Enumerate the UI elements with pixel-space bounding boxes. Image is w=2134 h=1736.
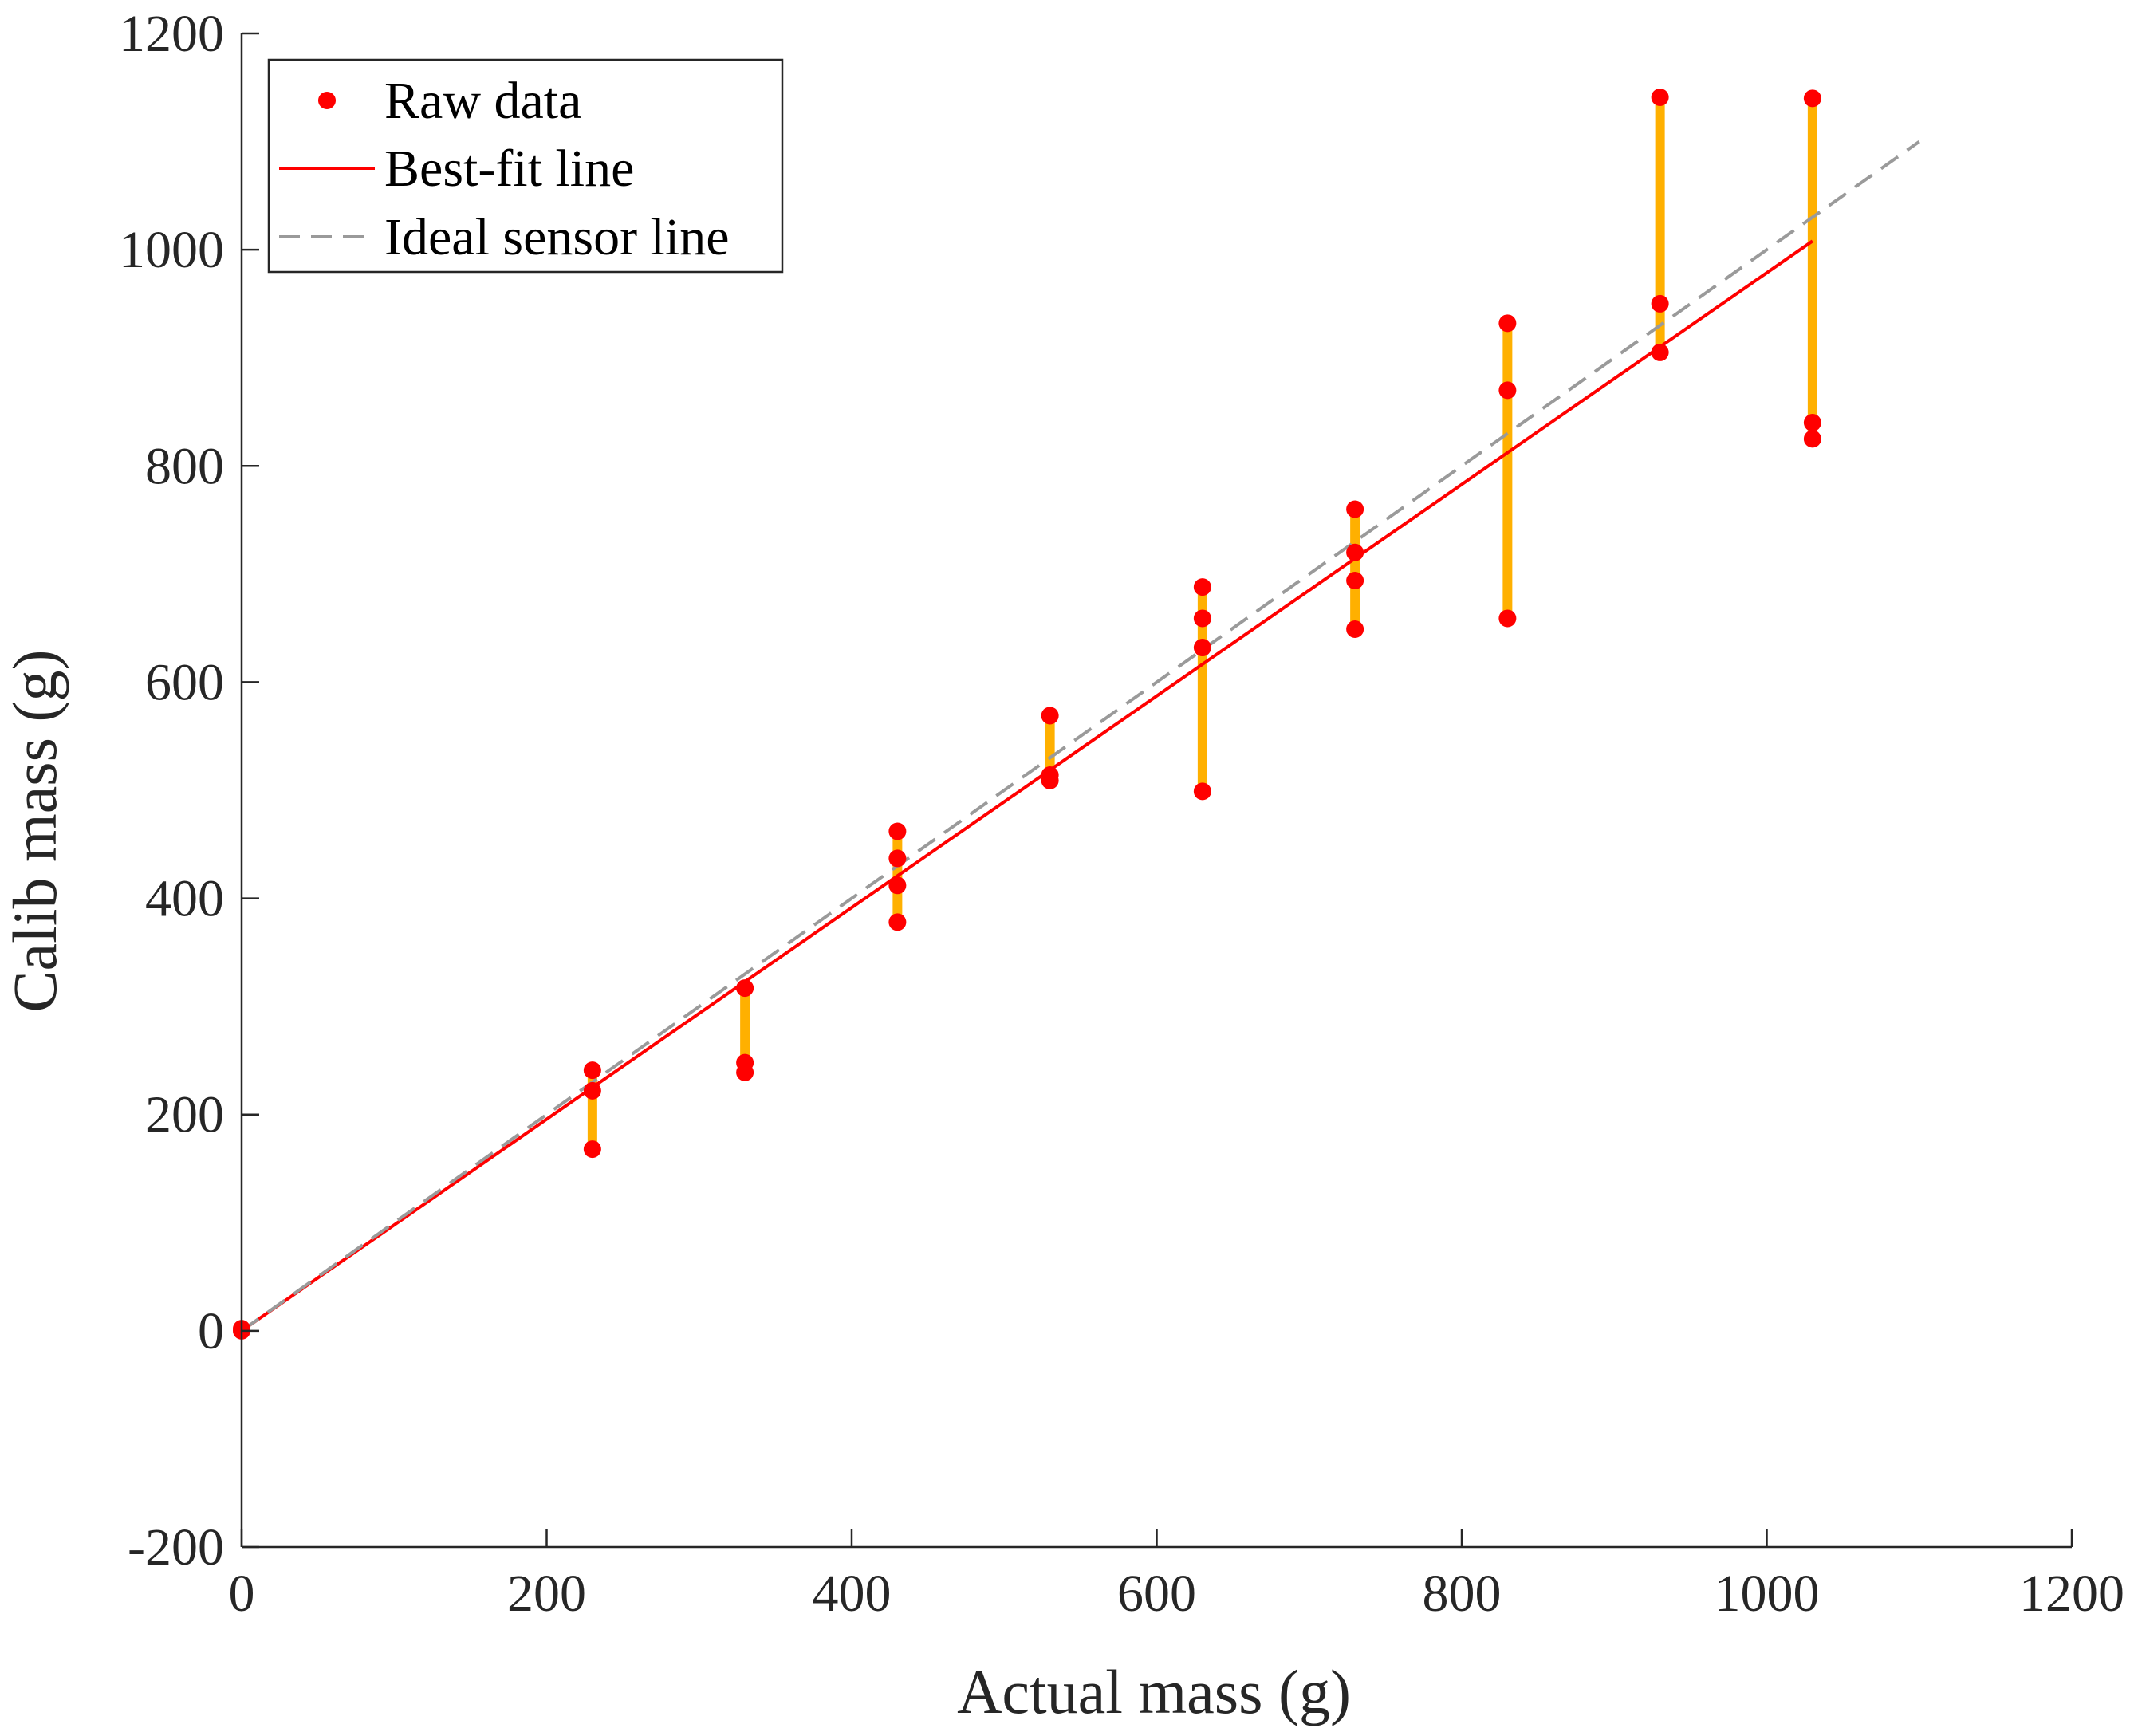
raw-data-point (736, 1063, 754, 1081)
legend-marker-raw-data (318, 92, 336, 109)
raw-data-point (1803, 414, 1821, 432)
raw-data-point (1498, 609, 1517, 628)
y-tick-label: 400 (145, 870, 224, 928)
y-tick-label: 1200 (119, 5, 224, 63)
x-tick-label: 200 (507, 1565, 586, 1623)
y-axis-label: Calib mass (g) (0, 650, 69, 1013)
raw-data-point (583, 1081, 601, 1100)
best-fit-line (240, 239, 1814, 1333)
y-tick-label: 1000 (119, 221, 224, 279)
y-tick-label: 800 (145, 437, 224, 495)
x-tick-label: 1200 (2019, 1565, 2124, 1623)
x-tick-label: 0 (229, 1565, 255, 1623)
raw-data-point (1651, 343, 1669, 361)
raw-data-point (1803, 430, 1821, 448)
raw-data-point (1346, 571, 1364, 589)
x-tick-label: 800 (1423, 1565, 1502, 1623)
y-tick-label: 600 (145, 653, 224, 711)
x-tick-label: 600 (1117, 1565, 1196, 1623)
raw-data-point (1193, 609, 1211, 628)
raw-data-point (888, 876, 907, 895)
y-tick-label: 200 (145, 1086, 224, 1144)
raw-data-point (1041, 771, 1059, 789)
legend-label-raw-data: Raw data (384, 72, 581, 130)
x-tick-label: 1000 (1715, 1565, 1820, 1623)
raw-data-point (583, 1140, 601, 1159)
ideal-sensor-line (240, 140, 1920, 1333)
raw-data-point (736, 979, 754, 998)
x-tick-label: 400 (813, 1565, 892, 1623)
legend: Raw data Best-fit line Ideal sensor line (267, 58, 784, 274)
raw-data-point (1193, 639, 1211, 657)
raw-data-point (1346, 543, 1364, 561)
raw-data-point (888, 822, 907, 840)
raw-data-point (1346, 500, 1364, 518)
legend-label-best-fit: Best-fit line (384, 140, 634, 198)
fit-lines (240, 140, 1920, 1333)
raw-data-point (1651, 88, 1669, 106)
legend-label-ideal-line: Ideal sensor line (384, 208, 730, 266)
axes: 0 200 400 600 800 1000 1200-200020040060080010… (119, 5, 2124, 1623)
raw-data-point (1651, 294, 1669, 313)
raw-data-point (888, 849, 907, 868)
raw-data-point (1498, 381, 1517, 400)
raw-data-point (1346, 620, 1364, 638)
raw-data-point (1498, 314, 1517, 333)
raw-data-point (1041, 707, 1059, 725)
raw-data-point (888, 913, 907, 931)
raw-data-points (233, 88, 1821, 1340)
raw-data-point (583, 1061, 601, 1080)
raw-data-point (1193, 782, 1211, 801)
error-bars (587, 96, 1817, 1150)
y-tick-label: 0 (198, 1302, 224, 1360)
x-axis-label: Actual mass (g) (957, 1657, 1351, 1726)
y-tick-label: -200 (128, 1518, 224, 1577)
raw-data-point (1803, 89, 1821, 108)
raw-data-point (1193, 578, 1211, 596)
